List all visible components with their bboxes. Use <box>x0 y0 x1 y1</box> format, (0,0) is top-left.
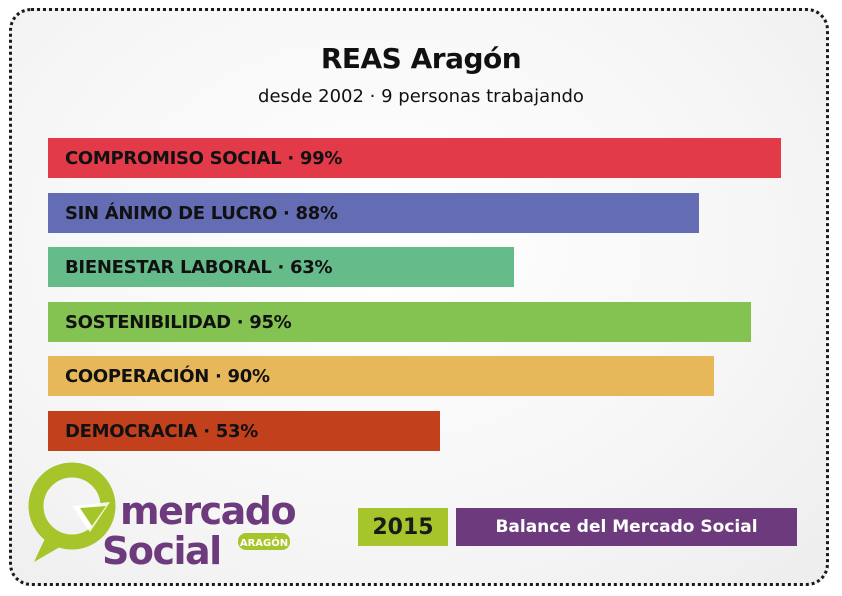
logo-word-mercado: mercado <box>120 489 295 533</box>
chart-title: REAS Aragón <box>320 42 522 75</box>
caption-badge: Balance del Mercado Social <box>456 508 797 546</box>
bar-chart: COMPROMISO SOCIAL · 99% SIN ÁNIMO DE LUCR… <box>48 138 808 453</box>
year-badge: 2015 <box>358 508 448 546</box>
bar-label: BIENESTAR LABORAL · 63% <box>65 256 333 278</box>
bar-label: COOPERACIÓN · 90% <box>65 365 270 387</box>
bar-1: COMPROMISO SOCIAL · 99% <box>48 138 781 178</box>
bar-label: SOSTENIBILIDAD · 95% <box>65 311 292 333</box>
card-frame <box>9 8 829 586</box>
bar-label: DEMOCRACIA · 53% <box>65 420 258 442</box>
chart-subtitle: desde 2002 · 9 personas trabajando <box>258 86 584 107</box>
mercado-social-logo: mercado Social ARAGÓN <box>28 462 297 573</box>
logo-badge <box>238 533 290 550</box>
bar-6: DEMOCRACIA · 53% <box>48 411 440 451</box>
logo-word-social: Social <box>102 529 221 573</box>
bar-label: SIN ÁNIMO DE LUCRO · 88% <box>65 202 338 224</box>
speech-bubble-icon <box>28 462 116 562</box>
logo-badge-text: ARAGÓN <box>240 536 288 549</box>
bar-3: BIENESTAR LABORAL · 63% <box>48 247 514 287</box>
bar-label: COMPROMISO SOCIAL · 99% <box>65 147 343 169</box>
bar-4: SOSTENIBILIDAD · 95% <box>48 302 751 342</box>
bar-5: COOPERACIÓN · 90% <box>48 356 714 396</box>
bar-2: SIN ÁNIMO DE LUCRO · 88% <box>48 193 699 233</box>
